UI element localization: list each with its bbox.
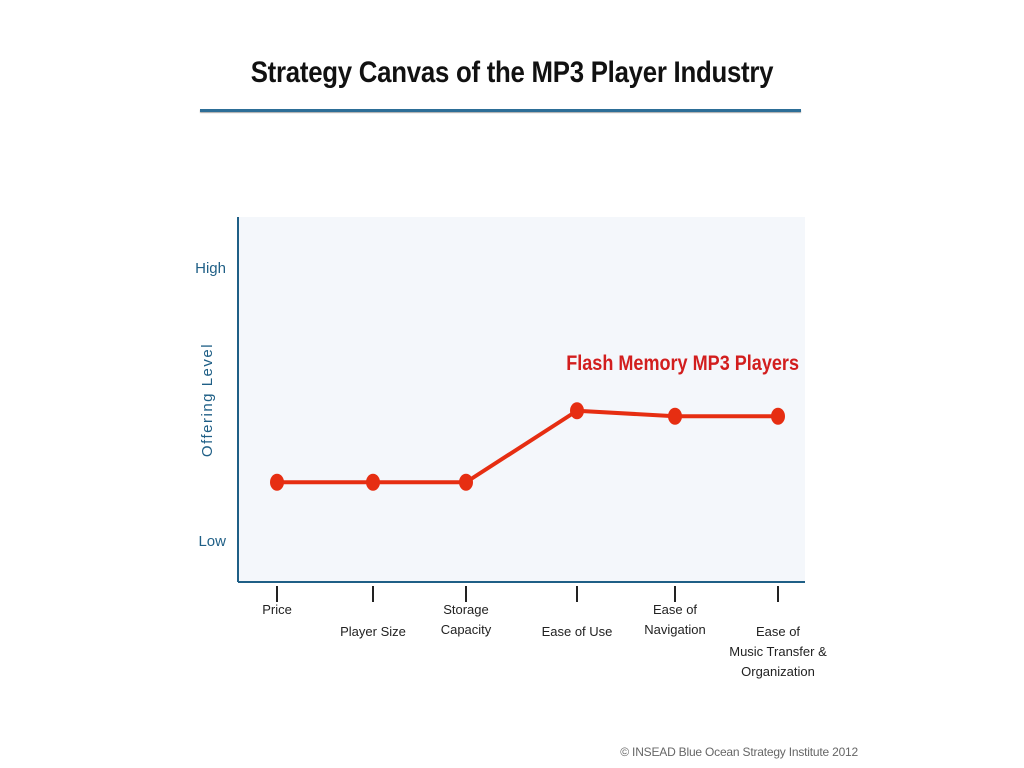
plot-area	[238, 217, 805, 582]
x-tick-label: Ease of Use	[542, 624, 613, 639]
copyright-notice: © INSEAD Blue Ocean Strategy Institute 2…	[620, 745, 858, 759]
title-underline	[200, 109, 801, 112]
y-axis-label: Offering Level	[199, 343, 216, 457]
page-title: Strategy Canvas of the MP3 Player Indust…	[250, 56, 774, 89]
data-point	[771, 407, 785, 425]
x-tick-label: Price	[262, 602, 292, 617]
x-tick-label: Storage Capacity	[441, 602, 492, 637]
series-label: Flash Memory MP3 Players	[566, 352, 799, 376]
x-tick-label: Ease of Navigation	[644, 602, 705, 637]
data-point	[270, 473, 284, 491]
data-point	[570, 402, 584, 420]
data-point	[366, 473, 380, 491]
data-point	[459, 473, 473, 491]
y-tick-label-low: Low	[198, 533, 226, 550]
x-tick-label: Player Size	[340, 624, 406, 639]
x-tick-label: Ease of Music Transfer & Organization	[729, 624, 827, 679]
series-line	[277, 408, 778, 485]
y-tick-label-high: High	[195, 260, 226, 277]
data-point	[668, 407, 682, 425]
